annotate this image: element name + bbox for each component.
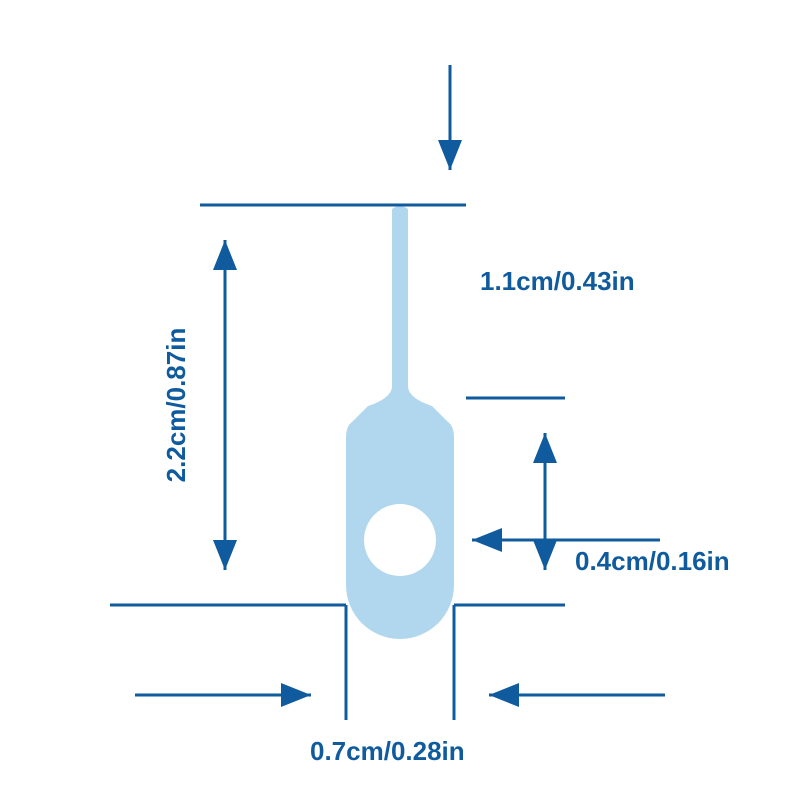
body-width-label: 0.7cm/0.28in xyxy=(310,736,465,766)
hole-diameter-label: 0.4cm/0.16in xyxy=(575,546,730,576)
pin-height-label: 1.1cm/0.43in xyxy=(480,266,635,296)
dimension-diagram: 2.2cm/0.87in 1.1cm/0.43in 0.4cm/0.16in 0… xyxy=(0,0,800,800)
sim-eject-tool-hole xyxy=(364,504,436,576)
total-height-label: 2.2cm/0.87in xyxy=(161,328,191,483)
